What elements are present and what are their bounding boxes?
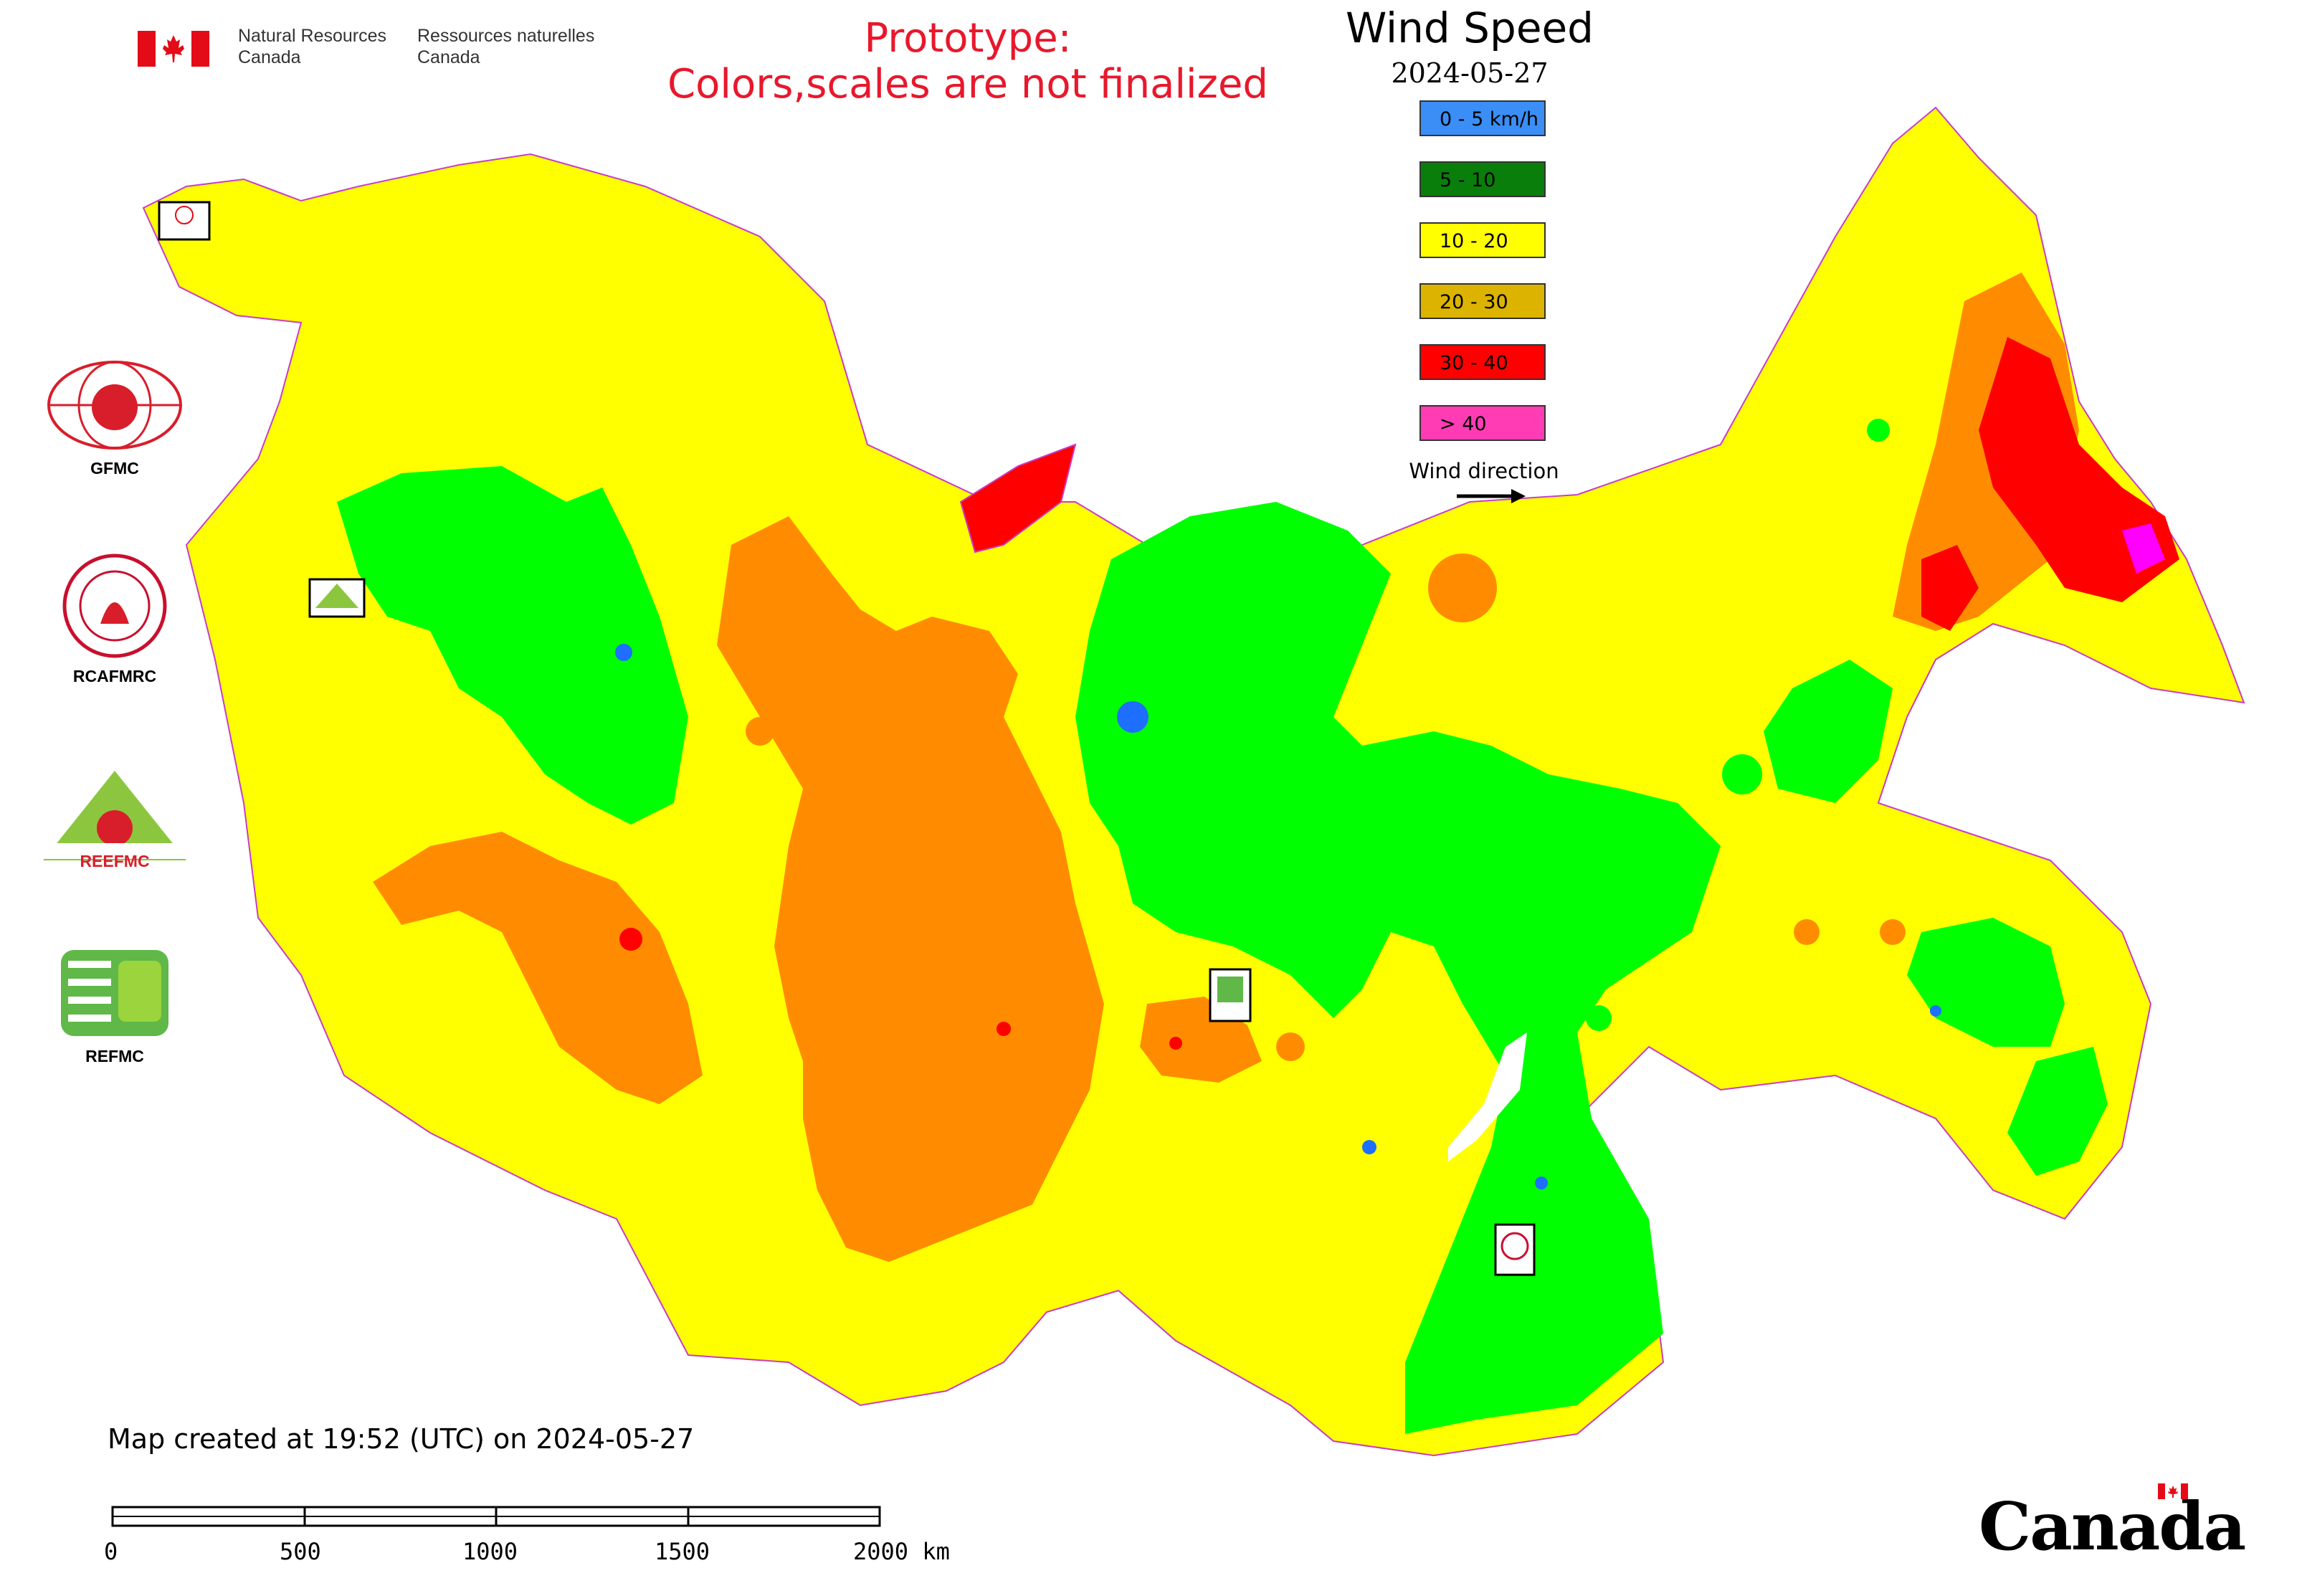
prototype-notice: Prototype: Colors,scales are not finaliz… xyxy=(645,16,1290,108)
reefmc-label: REEFMC xyxy=(80,852,150,870)
gfmc-label: GFMC xyxy=(90,459,139,478)
map-created-text: Map created at 19:52 (UTC) on 2024-05-27 xyxy=(108,1423,695,1455)
map-marker-reefmc[interactable] xyxy=(308,578,366,618)
scale-bar: 0 500 1000 1500 2000 km xyxy=(100,1495,961,1574)
lake-baikal xyxy=(1448,1032,1527,1162)
zone-magenta-peak xyxy=(2122,523,2165,574)
zone-green-coast xyxy=(2007,1047,2108,1176)
refmc-label: REFMC xyxy=(85,1047,144,1065)
department-name-en: Natural Resources Canada xyxy=(238,25,386,68)
scale-tick-500: 500 xyxy=(280,1538,321,1565)
rcafmrc-logo: RCAFMRC xyxy=(36,552,194,686)
canada-mini-flag-icon xyxy=(2158,1483,2188,1499)
rcafmrc-emblem-icon xyxy=(62,554,167,658)
refmc-logo: REFMC xyxy=(36,946,194,1066)
zone-orange-southwest xyxy=(373,832,703,1104)
gfmc-logo: GFMC xyxy=(36,358,194,478)
prototype-line1: Prototype: xyxy=(864,15,1072,62)
zone-orange-central xyxy=(717,516,1104,1262)
zone-green-west xyxy=(337,466,688,825)
wind-speed-legend: Wind Speed 2024-05-27 0 - 5 km/h 5 - 10 … xyxy=(1312,0,1627,516)
scale-tick-0: 0 xyxy=(104,1538,118,1565)
legend-date: 2024-05-27 xyxy=(1391,57,1549,89)
department-en-line2: Canada xyxy=(238,47,301,67)
rcafmrc-label: RCAFMRC xyxy=(72,667,157,685)
right-arrow-icon xyxy=(1457,489,1526,503)
legend-class-30-40: 30 - 40 xyxy=(1419,344,1546,380)
canada-wordmark-text: Canada xyxy=(1979,1488,2246,1565)
station-dots xyxy=(615,419,1941,1189)
map-marker-gfmc[interactable] xyxy=(158,201,211,241)
department-fr-line1: Ressources naturelles xyxy=(417,26,595,46)
zone-green-far-east xyxy=(1907,918,2065,1047)
reefmc-emblem-icon xyxy=(39,771,190,860)
map-marker-refmc[interactable] xyxy=(1209,968,1252,1022)
map-marker-rcafmrc[interactable] xyxy=(1494,1223,1536,1276)
scale-tick-1000: 1000 xyxy=(462,1538,518,1565)
wind-direction-label: Wind direction xyxy=(1409,459,1559,483)
reefmc-logo: REEFMC xyxy=(36,767,194,871)
scale-tick-2000: 2000 km xyxy=(853,1538,950,1565)
legend-class-20-30: 20 - 30 xyxy=(1419,283,1546,319)
prototype-line2: Colors,scales are not finalized xyxy=(667,61,1268,108)
zone-green-siberia xyxy=(1075,502,1721,1434)
refmc-emblem-icon xyxy=(61,950,168,1036)
island-novaya-zemlya xyxy=(959,443,1077,554)
legend-class-5-10: 5 - 10 xyxy=(1419,161,1546,197)
department-name-fr: Ressources naturelles Canada xyxy=(417,25,594,68)
gfmc-emblem-icon xyxy=(47,361,182,450)
legend-title: Wind Speed xyxy=(1345,4,1594,52)
legend-class-0-5: 0 - 5 km/h xyxy=(1419,100,1546,136)
legend-class-over-40: > 40 xyxy=(1419,405,1546,441)
zone-green-east xyxy=(1764,660,1893,803)
department-fr-line2: Canada xyxy=(417,47,480,67)
scale-bar-graphic xyxy=(111,1506,881,1527)
department-en-line1: Natural Resources xyxy=(238,26,387,46)
zone-red-coast xyxy=(1921,545,1979,631)
government-header: Natural Resources Canada Ressources natu… xyxy=(129,25,631,75)
scale-tick-1500: 1500 xyxy=(655,1538,710,1565)
canada-wordmark: Canada xyxy=(1979,1483,2246,1565)
canada-flag-icon xyxy=(138,31,209,67)
legend-class-10-20: 10 - 20 xyxy=(1419,222,1546,258)
